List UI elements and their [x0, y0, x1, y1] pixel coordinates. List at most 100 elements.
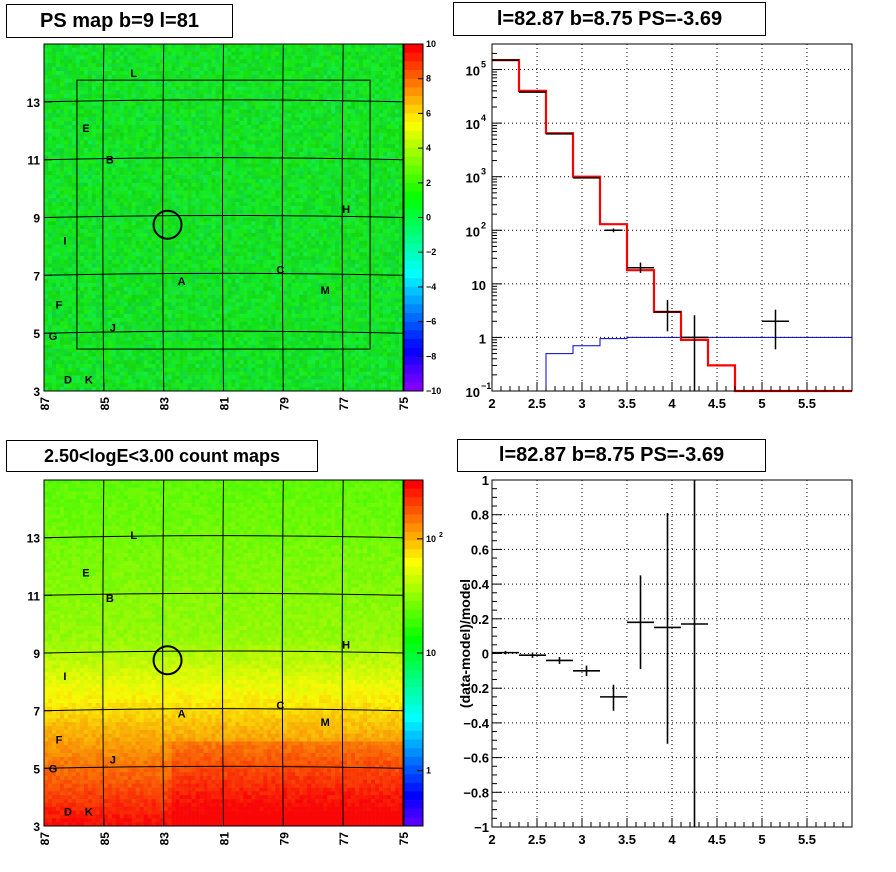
map-pixel: [167, 86, 172, 91]
map-pixel: [175, 371, 180, 376]
map-pixel: [251, 82, 256, 87]
map-pixel: [131, 198, 137, 203]
map-pixel: [239, 182, 244, 187]
map-pixel: [251, 302, 256, 307]
map-pixel: [159, 202, 164, 207]
map-pixel: [203, 55, 208, 60]
map-pixel: [235, 375, 240, 380]
map-pixel: [171, 375, 176, 380]
map-pixel: [131, 310, 137, 315]
map-pixel: [235, 279, 240, 284]
map-pixel: [131, 252, 137, 257]
map-pixel: [155, 244, 160, 249]
map-pixel: [219, 356, 224, 361]
map-pixel: [139, 286, 145, 292]
map-pixel: [163, 163, 168, 168]
map-pixel: [191, 132, 196, 137]
map-pixel: [167, 244, 172, 249]
map-pixel: [159, 333, 164, 338]
map-pixel: [55, 155, 61, 160]
map-pixel: [155, 352, 160, 357]
map-pixel: [135, 74, 141, 79]
map-pixel: [235, 182, 240, 187]
map-pixel: [219, 171, 224, 176]
map-pixel: [151, 286, 156, 292]
map-pixel: [211, 144, 216, 149]
map-pixel: [63, 63, 69, 68]
map-pixel: [223, 78, 228, 83]
map-pixel: [107, 229, 113, 234]
map-pixel: [211, 286, 216, 292]
map-pixel: [215, 244, 220, 249]
map-pixel: [227, 383, 232, 388]
map-pixel: [215, 344, 220, 349]
map-pixel: [191, 175, 196, 180]
map-pixel: [95, 348, 101, 353]
map-pixel: [71, 259, 77, 265]
map-pixel: [219, 232, 224, 238]
map-pixel: [155, 356, 160, 361]
map-pixel: [223, 302, 228, 307]
map-pixel: [55, 352, 61, 357]
map-pixel: [79, 229, 85, 234]
map-pixel: [131, 74, 137, 79]
map-pixel: [195, 44, 200, 49]
map-pixel: [215, 182, 220, 187]
map-pixel: [119, 275, 125, 280]
map-pixel: [195, 267, 200, 272]
map-pixel: [259, 132, 264, 137]
map-pixel: [59, 213, 65, 218]
map-pixel: [155, 252, 160, 257]
map-pixel: [183, 325, 188, 330]
map-pixel: [83, 74, 89, 79]
map-pixel: [191, 51, 196, 56]
map-pixel: [227, 90, 232, 95]
map-pixel: [67, 236, 73, 241]
map-pixel: [59, 259, 65, 265]
map-pixel: [103, 294, 109, 299]
map-pixel: [251, 90, 256, 95]
map-pixel: [63, 148, 69, 153]
map-pixel: [247, 113, 252, 118]
map-pixel: [247, 252, 252, 257]
map-pixel: [79, 364, 85, 369]
map-pixel: [163, 348, 168, 353]
map-pixel: [111, 209, 117, 214]
map-pixel: [179, 78, 184, 83]
map-pixel: [135, 186, 141, 191]
map-pixel: [83, 59, 89, 64]
map-pixel: [227, 121, 232, 126]
map-pixel: [71, 86, 77, 91]
map-pixel: [83, 63, 89, 68]
map-pixel: [103, 178, 109, 184]
map-pixel: [231, 101, 236, 106]
map-pixel: [47, 51, 53, 56]
map-pixel: [159, 317, 164, 322]
map-pixel: [247, 302, 252, 307]
map-pixel: [219, 128, 224, 133]
map-pixel: [83, 94, 89, 99]
map-pixel: [71, 140, 77, 145]
map-pixel: [79, 167, 85, 172]
map-pixel: [47, 379, 53, 384]
map-pixel: [79, 94, 85, 99]
map-pixel: [243, 283, 248, 288]
map-pixel: [235, 94, 240, 99]
map-pixel: [51, 117, 57, 122]
map-pixel: [207, 360, 212, 365]
map-pixel: [219, 70, 224, 76]
map-pixel: [87, 248, 93, 253]
map-pixel: [115, 74, 121, 79]
map-pixel: [207, 348, 212, 353]
map-pixel: [259, 70, 264, 76]
map-pixel: [87, 117, 93, 122]
map-pixel: [151, 78, 156, 83]
map-pixel: [231, 124, 236, 130]
map-pixel: [167, 70, 172, 76]
map-pixel: [139, 194, 145, 199]
map-pixel: [175, 67, 180, 72]
map-pixel: [127, 175, 133, 180]
map-pixel: [159, 310, 164, 315]
map-pixel: [115, 317, 121, 322]
map-pixel: [103, 367, 109, 373]
